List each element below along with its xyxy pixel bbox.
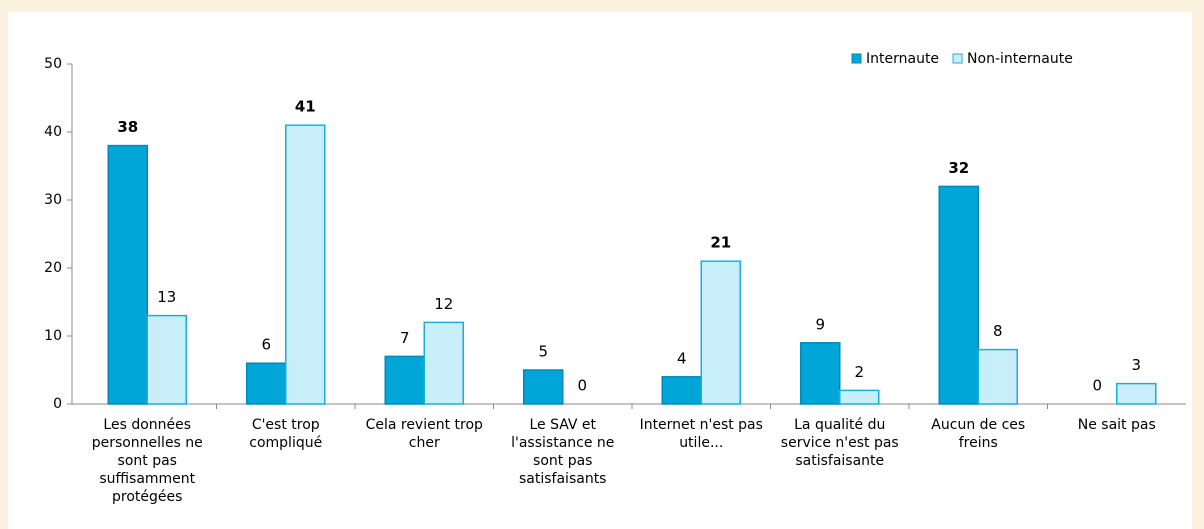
y-tick-label: 50 <box>44 56 62 72</box>
bar <box>1116 382 1157 405</box>
legend-label: Internaute <box>866 51 939 67</box>
legend-swatch <box>952 53 963 64</box>
value-label: 38 <box>117 118 138 136</box>
value-label: 21 <box>710 234 731 252</box>
value-label: 4 <box>677 349 687 367</box>
y-tick-label: 10 <box>44 328 62 344</box>
bar <box>800 342 841 405</box>
y-tick-label: 40 <box>44 124 62 140</box>
bar <box>384 355 425 405</box>
bar <box>246 362 287 405</box>
bar <box>423 321 464 405</box>
y-tick-label: 0 <box>53 396 62 412</box>
value-label: 9 <box>815 315 825 333</box>
value-label: 7 <box>400 329 410 347</box>
bar <box>107 144 148 405</box>
x-tick-label: C'est trop compliqué <box>249 417 323 451</box>
legend-label: Non-internaute <box>967 51 1073 67</box>
chart-panel <box>8 12 1192 529</box>
value-label: 12 <box>434 295 453 313</box>
x-tick-label: Cela revient trop cher <box>365 417 483 451</box>
x-tick-label: Le SAV et l'assistance ne sont pas satis… <box>511 417 615 487</box>
value-label: 0 <box>1092 377 1102 395</box>
y-tick-label: 20 <box>44 260 62 276</box>
value-label: 6 <box>261 336 271 354</box>
x-tick-label: Aucun de ces freins <box>931 417 1026 451</box>
value-label: 2 <box>854 363 864 381</box>
bar <box>661 376 702 405</box>
bar <box>938 185 979 405</box>
value-label: 0 <box>577 377 587 395</box>
x-tick-label: Les données personnelles ne sont pas suf… <box>91 417 203 505</box>
bar <box>700 260 741 405</box>
value-label: 5 <box>538 343 548 361</box>
value-label: 32 <box>948 159 969 177</box>
bar <box>523 369 564 405</box>
bar <box>146 314 187 405</box>
value-label: 41 <box>295 98 316 116</box>
value-label: 8 <box>993 322 1003 340</box>
value-label: 3 <box>1131 356 1141 374</box>
x-tick-label: Internet n'est pas utile... <box>639 417 763 451</box>
value-label: 13 <box>157 288 176 306</box>
bar <box>285 124 326 405</box>
bar <box>977 348 1018 405</box>
x-tick-label: Ne sait pas <box>1077 417 1156 433</box>
bar <box>839 389 880 405</box>
legend-swatch <box>851 53 862 64</box>
y-tick-label: 30 <box>44 192 62 208</box>
x-tick-label: La qualité du service n'est pas satisfai… <box>780 417 899 469</box>
